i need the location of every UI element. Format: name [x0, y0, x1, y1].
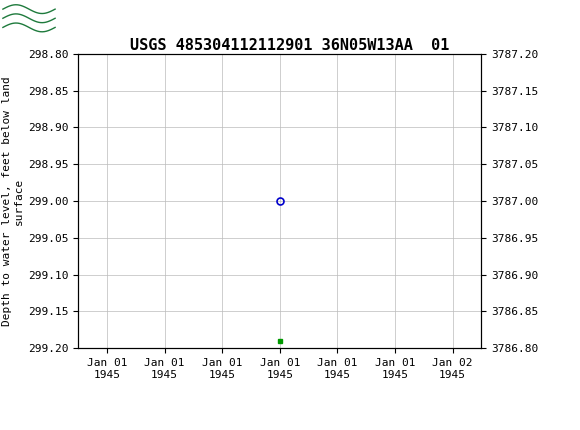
- Text: USGS: USGS: [61, 8, 125, 28]
- Y-axis label: Depth to water level, feet below land
surface: Depth to water level, feet below land su…: [2, 76, 24, 326]
- FancyBboxPatch shape: [3, 3, 55, 34]
- Text: USGS 485304112112901 36N05W13AA  01: USGS 485304112112901 36N05W13AA 01: [130, 38, 450, 52]
